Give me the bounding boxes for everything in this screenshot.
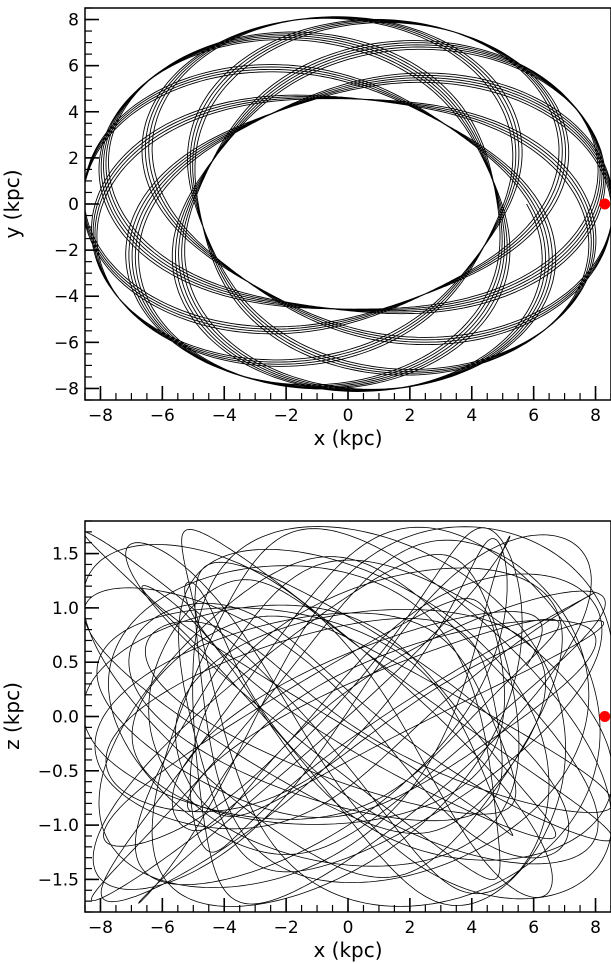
- x-tick-label: −8: [88, 918, 113, 938]
- x-tick-label: 6: [528, 918, 539, 938]
- x-tick-label: −4: [212, 918, 237, 938]
- x-tick-label: 4: [466, 406, 477, 426]
- x-tick-label: 0: [343, 406, 354, 426]
- y-tick-label: 0.5: [52, 653, 79, 673]
- y-tick-label: 6: [68, 57, 79, 77]
- bottom-x-axis-label: x (kpc): [313, 938, 382, 962]
- top-orbit-trace: [85, 16, 611, 392]
- x-tick-label: 8: [590, 918, 601, 938]
- y-tick-label: −2: [54, 241, 79, 261]
- panel-bottom-xz: −8 −6 −4 −2 0 2 4 6 8 −1.5 −1.0 −0.5 0.0 0.5 1.0 1.5 x…: [0, 520, 611, 962]
- y-tick-label: −6: [54, 333, 79, 353]
- y-tick-label: 1.0: [52, 599, 79, 619]
- orbit-path-xy: [85, 16, 611, 392]
- start-point-marker: [599, 711, 611, 722]
- y-tick-label: 0.0: [52, 708, 79, 728]
- bottom-orbit-trace: [85, 526, 611, 907]
- y-tick-label: 0: [68, 195, 79, 215]
- x-tick-label: 6: [528, 406, 539, 426]
- x-tick-label: −2: [274, 918, 299, 938]
- x-tick-label: −4: [212, 406, 237, 426]
- x-tick-label: −6: [150, 406, 175, 426]
- y-tick-label: −0.5: [38, 762, 79, 782]
- x-tick-label: 4: [466, 918, 477, 938]
- orbit-path-xz: [85, 526, 611, 907]
- x-tick-label: 2: [404, 406, 415, 426]
- x-tick-label: 8: [590, 406, 601, 426]
- top-x-axis-label: x (kpc): [313, 426, 382, 450]
- y-tick-label: 4: [68, 103, 79, 123]
- y-tick-label: −1.0: [38, 816, 79, 836]
- bottom-y-ticks: −1.5 −1.0 −0.5 0.0 0.5 1.0 1.5: [38, 520, 99, 913]
- y-tick-label: 1.5: [52, 545, 79, 565]
- top-x-ticks: −8 −6 −4 −2 0 2 4 6 8: [84, 386, 611, 426]
- bottom-y-axis-label: z (kpc): [0, 682, 24, 750]
- x-tick-label: −8: [88, 406, 113, 426]
- y-tick-label: 2: [68, 149, 79, 169]
- top-y-ticks: −8 −6 −4 −2 0 2 4 6 8: [54, 7, 99, 401]
- y-tick-label: −4: [54, 287, 79, 307]
- x-tick-label: 0: [343, 918, 354, 938]
- y-tick-label: −8: [54, 379, 79, 399]
- x-tick-label: −6: [150, 918, 175, 938]
- panel-top-xy: −8 −6 −4 −2 0 2 4 6 8 −8 −6 −4 −2 0 2 4 6 8 x (kpc) y (k…: [0, 7, 611, 450]
- y-tick-label: 8: [68, 11, 79, 31]
- start-point-marker: [599, 198, 611, 210]
- x-tick-label: 2: [404, 918, 415, 938]
- bottom-x-ticks: −8 −6 −4 −2 0 2 4 6 8: [84, 898, 611, 938]
- y-tick-label: −1.5: [38, 870, 79, 890]
- top-y-axis-label: y (kpc): [0, 169, 24, 238]
- x-tick-label: −2: [274, 406, 299, 426]
